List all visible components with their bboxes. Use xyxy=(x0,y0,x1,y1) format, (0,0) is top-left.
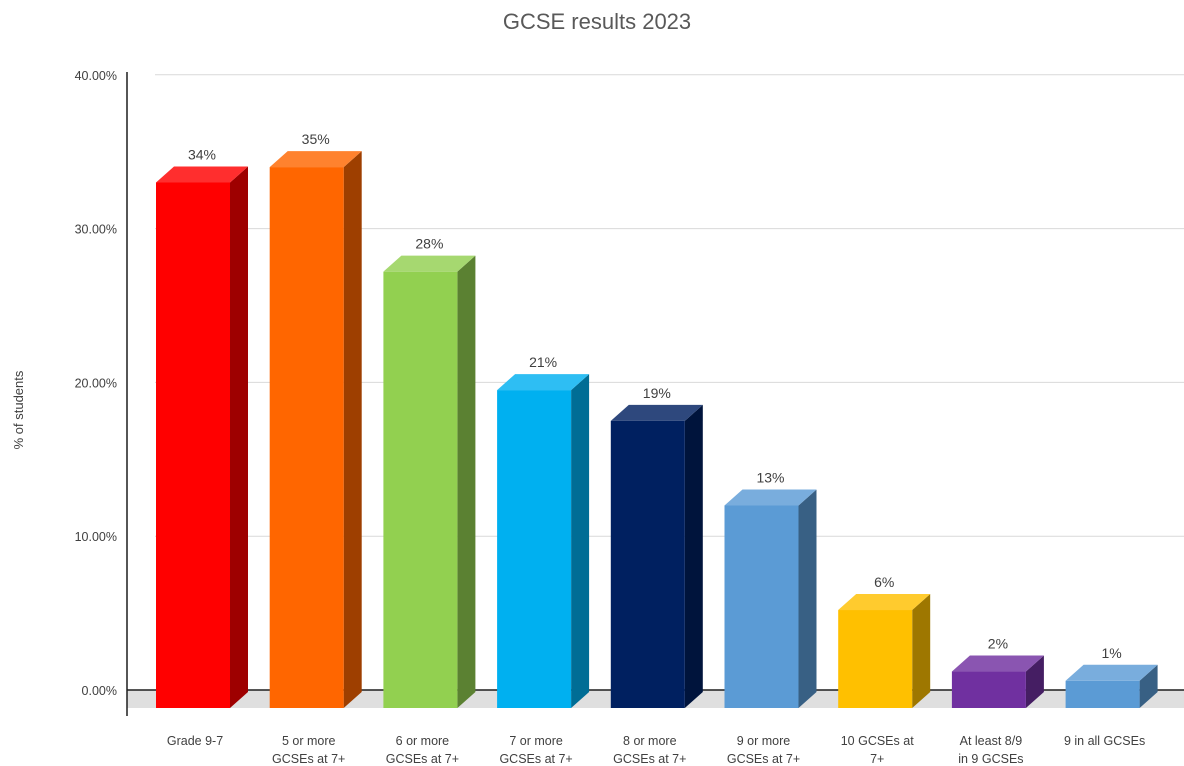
category-label-6: GCSEs at 7+ xyxy=(727,752,800,766)
bar-top-7 xyxy=(838,594,931,611)
bar-group-3 xyxy=(383,255,476,708)
category-label-7: 7+ xyxy=(870,752,884,766)
category-label-1: Grade 9-7 xyxy=(167,734,223,748)
y-axis-title: % of students xyxy=(11,370,26,449)
data-label-6: 13% xyxy=(756,469,784,485)
bar-front-2 xyxy=(269,167,344,708)
bar-front-5 xyxy=(610,420,685,708)
category-label-5: GCSEs at 7+ xyxy=(613,752,686,766)
bar-top-1 xyxy=(156,166,248,183)
category-label-2: GCSEs at 7+ xyxy=(272,752,345,766)
category-label-7: 10 GCSEs at xyxy=(841,734,914,748)
y-tick-label: 20.00% xyxy=(75,376,117,390)
data-label-1: 34% xyxy=(188,146,216,162)
data-label-2: 35% xyxy=(302,131,330,147)
bars-layer xyxy=(156,151,1158,708)
data-label-7: 6% xyxy=(874,574,894,590)
bar-group-7 xyxy=(838,594,931,708)
category-label-8: in 9 GCSEs xyxy=(958,752,1023,766)
bar-top-8 xyxy=(951,655,1044,672)
bar-side-8 xyxy=(1025,655,1044,708)
bar-front-4 xyxy=(497,390,572,708)
category-label-3: GCSEs at 7+ xyxy=(386,752,459,766)
category-label-3: 6 or more xyxy=(396,734,450,748)
bar-front-6 xyxy=(724,505,799,708)
category-label-2: 5 or more xyxy=(282,734,336,748)
category-label-8: At least 8/9 xyxy=(960,734,1023,748)
y-tick-label: 0.00% xyxy=(82,684,117,698)
bar-front-3 xyxy=(383,271,458,708)
data-label-5: 19% xyxy=(643,385,671,401)
bar-group-2 xyxy=(269,151,362,708)
bar-side-5 xyxy=(684,404,703,708)
bar-side-3 xyxy=(457,255,476,708)
bar-top-3 xyxy=(383,255,476,272)
bar-top-2 xyxy=(269,151,362,168)
data-label-9: 1% xyxy=(1101,645,1121,661)
bar-front-8 xyxy=(951,671,1026,708)
bar-side-4 xyxy=(571,374,590,708)
bar-top-4 xyxy=(497,374,590,391)
y-tick-label: 10.00% xyxy=(75,530,117,544)
bar-group-6 xyxy=(724,489,817,708)
category-label-5: 8 or more xyxy=(623,734,677,748)
chart-title: GCSE results 2023 xyxy=(503,9,691,34)
data-label-4: 21% xyxy=(529,354,557,370)
bar-side-9 xyxy=(1139,664,1158,708)
bar-top-6 xyxy=(724,489,817,506)
bar-side-2 xyxy=(343,151,362,708)
bar-side-7 xyxy=(912,594,931,708)
category-label-4: 7 or more xyxy=(509,734,563,748)
data-label-8: 2% xyxy=(988,636,1008,652)
category-label-6: 9 or more xyxy=(737,734,791,748)
bar-group-4 xyxy=(497,374,590,708)
bar-group-9 xyxy=(1065,664,1158,708)
bar-group-1 xyxy=(156,166,248,708)
bar-front-7 xyxy=(838,610,913,708)
labels-layer: 0.00% 10.00% 20.00% 30.00% 40.00% 34% Grade 9-… xyxy=(75,69,1146,766)
bar-group-5 xyxy=(610,404,703,708)
category-label-9: 9 in all GCSEs xyxy=(1064,734,1145,748)
data-label-3: 28% xyxy=(415,236,443,252)
bar-top-9 xyxy=(1065,664,1158,681)
bar-side-6 xyxy=(798,489,817,708)
bar-front-9 xyxy=(1065,680,1140,708)
category-label-4: GCSEs at 7+ xyxy=(499,752,572,766)
bar-front-1 xyxy=(156,182,230,708)
bar-top-5 xyxy=(610,404,703,421)
y-tick-label: 30.00% xyxy=(75,223,117,237)
bar-group-8 xyxy=(951,655,1044,708)
y-tick-label: 40.00% xyxy=(75,69,117,83)
bar-side-1 xyxy=(230,166,248,708)
